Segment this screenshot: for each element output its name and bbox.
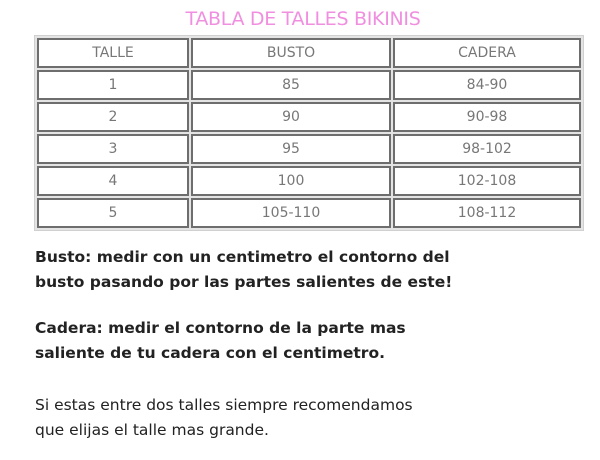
note-line: que elijas el talle mas grande. [35, 421, 269, 439]
page-title: TABLA DE TALLES BIKINIS [185, 8, 421, 30]
table-cell: 3 [37, 134, 189, 164]
header-cell: CADERA [393, 38, 581, 68]
table-cell: 98-102 [393, 134, 581, 164]
note-line: saliente de tu cadera con el centimetro. [35, 344, 385, 362]
table-cell: 5 [37, 198, 189, 228]
table-cell: 100 [191, 166, 391, 196]
note-line: Busto: medir con un centimetro el contor… [35, 248, 450, 266]
table-cell: 84-90 [393, 70, 581, 100]
table-cell: 4 [37, 166, 189, 196]
table-header-row: TALLE BUSTO CADERA [37, 38, 581, 68]
recommendation-note: Si estas entre dos talles siempre recome… [35, 393, 413, 443]
header-cell: BUSTO [191, 38, 391, 68]
table-cell: 1 [37, 70, 189, 100]
table-row: 1 85 84-90 [37, 70, 581, 100]
size-table: TALLE BUSTO CADERA 1 85 84-90 2 90 90-98 3 95… [34, 35, 584, 231]
table-row: 3 95 98-102 [37, 134, 581, 164]
cadera-note: Cadera: medir el contorno de la parte ma… [35, 316, 406, 366]
note-line: Cadera: medir el contorno de la parte ma… [35, 319, 406, 337]
note-line: busto pasando por las partes salientes d… [35, 273, 453, 291]
table-cell: 2 [37, 102, 189, 132]
busto-note: Busto: medir con un centimetro el contor… [35, 245, 452, 295]
table-cell: 95 [191, 134, 391, 164]
table-row: 2 90 90-98 [37, 102, 581, 132]
table-cell: 90-98 [393, 102, 581, 132]
table-row: 4 100 102-108 [37, 166, 581, 196]
table-cell: 108-112 [393, 198, 581, 228]
table-row: 5 105-110 108-112 [37, 198, 581, 228]
header-cell: TALLE [37, 38, 189, 68]
table-cell: 102-108 [393, 166, 581, 196]
table-cell: 90 [191, 102, 391, 132]
table-cell: 105-110 [191, 198, 391, 228]
table-cell: 85 [191, 70, 391, 100]
note-line: Si estas entre dos talles siempre recome… [35, 396, 413, 414]
